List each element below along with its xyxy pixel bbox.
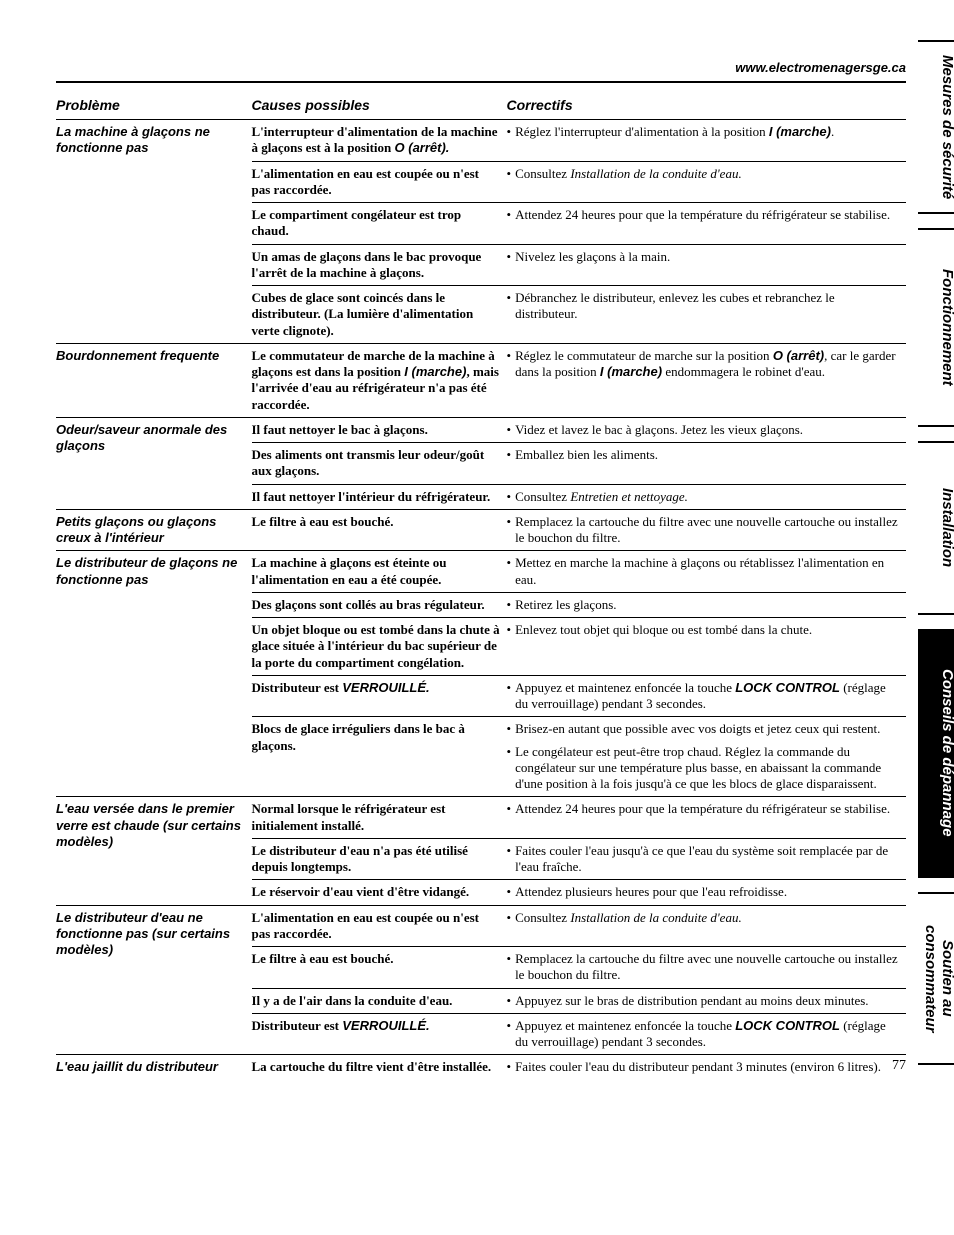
cause: La cartouche du filtre vient d'être inst…	[252, 1055, 507, 1080]
cause: Le commutateur de marche de la machine à…	[252, 343, 507, 417]
tab-safety[interactable]: Mesures de sécurité	[918, 40, 954, 214]
fix: •Brisez-en autant que possible avec vos …	[507, 717, 907, 797]
fix: •Réglez l'interrupteur d'alimentation à …	[507, 120, 907, 162]
cause: Le filtre à eau est bouché.	[252, 509, 507, 551]
cause: Normal lorsque le réfrigérateur est init…	[252, 797, 507, 839]
fix: •Consultez Installation de la conduite d…	[507, 161, 907, 203]
fix: •Réglez le commutateur de marche sur la …	[507, 343, 907, 417]
fix: •Consultez Entretien et nettoyage.	[507, 484, 907, 509]
col-problem-header: Problème	[56, 91, 252, 120]
fix: •Remplacez la cartouche du filtre avec u…	[507, 509, 907, 551]
fix: •Faites couler l'eau jusqu'à ce que l'ea…	[507, 838, 907, 880]
fix: •Appuyez et maintenez enfoncée la touche…	[507, 1013, 907, 1055]
fix: •Retirez les glaçons.	[507, 592, 907, 617]
problem-taste: Odeur/saveur anormale des glaçons	[56, 417, 252, 509]
tab-operation[interactable]: Fonctionnement	[918, 228, 954, 427]
cause: Cubes de glace sont coincés dans le dist…	[252, 286, 507, 344]
fix: •Enlevez tout objet qui bloque ou est to…	[507, 618, 907, 676]
cause: Blocs de glace irréguliers dans le bac à…	[252, 717, 507, 797]
cause: Il faut nettoyer le bac à glaçons.	[252, 417, 507, 442]
tab-support[interactable]: Soutien auconsommateur	[918, 892, 954, 1066]
top-rule	[56, 81, 906, 83]
cause: Distributeur est VERROUILLÉ.	[252, 675, 507, 717]
fix: •Nivelez les glaçons à la main.	[507, 244, 907, 286]
cause: L'interrupteur d'alimentation de la mach…	[252, 120, 507, 162]
fix: •Mettez en marche la machine à glaçons o…	[507, 551, 907, 593]
cause: Il y a de l'air dans la conduite d'eau.	[252, 988, 507, 1013]
problem-icemaker: La machine à glaçons ne fonctionne pas	[56, 120, 252, 344]
manual-page: www.electromenagersge.ca Problème Causes…	[0, 0, 954, 1120]
cause: Le filtre à eau est bouché.	[252, 947, 507, 989]
page-number: 77	[892, 1058, 906, 1074]
troubleshooting-table: Problème Causes possibles Correctifs La …	[56, 91, 906, 1080]
section-tabs: Mesures de sécurité Fonctionnement Insta…	[918, 40, 954, 1080]
problem-water-dispenser: Le distributeur d'eau ne fonctionne pas …	[56, 905, 252, 1055]
cause: La machine à glaçons est éteinte ou l'al…	[252, 551, 507, 593]
fix: •Emballez bien les aliments.	[507, 443, 907, 485]
cause: Le distributeur d'eau n'a pas été utilis…	[252, 838, 507, 880]
fix: •Faites couler l'eau du distributeur pen…	[507, 1055, 907, 1080]
problem-ice-dispenser: Le distributeur de glaçons ne fonctionne…	[56, 551, 252, 797]
problem-warm-water: L'eau versée dans le premier verre est c…	[56, 797, 252, 905]
cause: Distributeur est VERROUILLÉ.	[252, 1013, 507, 1055]
cause: Il faut nettoyer l'intérieur du réfrigér…	[252, 484, 507, 509]
fix: •Remplacez la cartouche du filtre avec u…	[507, 947, 907, 989]
fix: •Appuyez et maintenez enfoncée la touche…	[507, 675, 907, 717]
fix: •Attendez plusieurs heures pour que l'ea…	[507, 880, 907, 905]
site-url: www.electromenagersge.ca	[56, 60, 906, 75]
fix: •Videz et lavez le bac à glaçons. Jetez …	[507, 417, 907, 442]
fix: •Attendez 24 heures pour que la températ…	[507, 203, 907, 245]
cause: Un amas de glaçons dans le bac provoque …	[252, 244, 507, 286]
tab-installation[interactable]: Installation	[918, 441, 954, 615]
cause: Un objet bloque ou est tombé dans la chu…	[252, 618, 507, 676]
cause: L'alimentation en eau est coupée ou n'es…	[252, 905, 507, 947]
fix: •Appuyez sur le bras de distribution pen…	[507, 988, 907, 1013]
cause: Des glaçons sont collés au bras régulate…	[252, 592, 507, 617]
fix: •Consultez Installation de la conduite d…	[507, 905, 907, 947]
col-fix-header: Correctifs	[507, 91, 907, 120]
cause: Le réservoir d'eau vient d'être vidangé.	[252, 880, 507, 905]
problem-hum: Bourdonnement frequente	[56, 343, 252, 417]
cause: Des aliments ont transmis leur odeur/goû…	[252, 443, 507, 485]
cause: L'alimentation en eau est coupée ou n'es…	[252, 161, 507, 203]
fix: •Attendez 24 heures pour que la températ…	[507, 797, 907, 839]
cause: Le compartiment congélateur est trop cha…	[252, 203, 507, 245]
tab-troubleshoot[interactable]: Conseils de dépannage	[918, 629, 954, 878]
problem-small-cubes: Petits glaçons ou glaçons creux à l'inté…	[56, 509, 252, 551]
fix: •Débranchez le distributeur, enlevez les…	[507, 286, 907, 344]
problem-water-splash: L'eau jaillit du distributeur	[56, 1055, 252, 1080]
col-cause-header: Causes possibles	[252, 91, 507, 120]
